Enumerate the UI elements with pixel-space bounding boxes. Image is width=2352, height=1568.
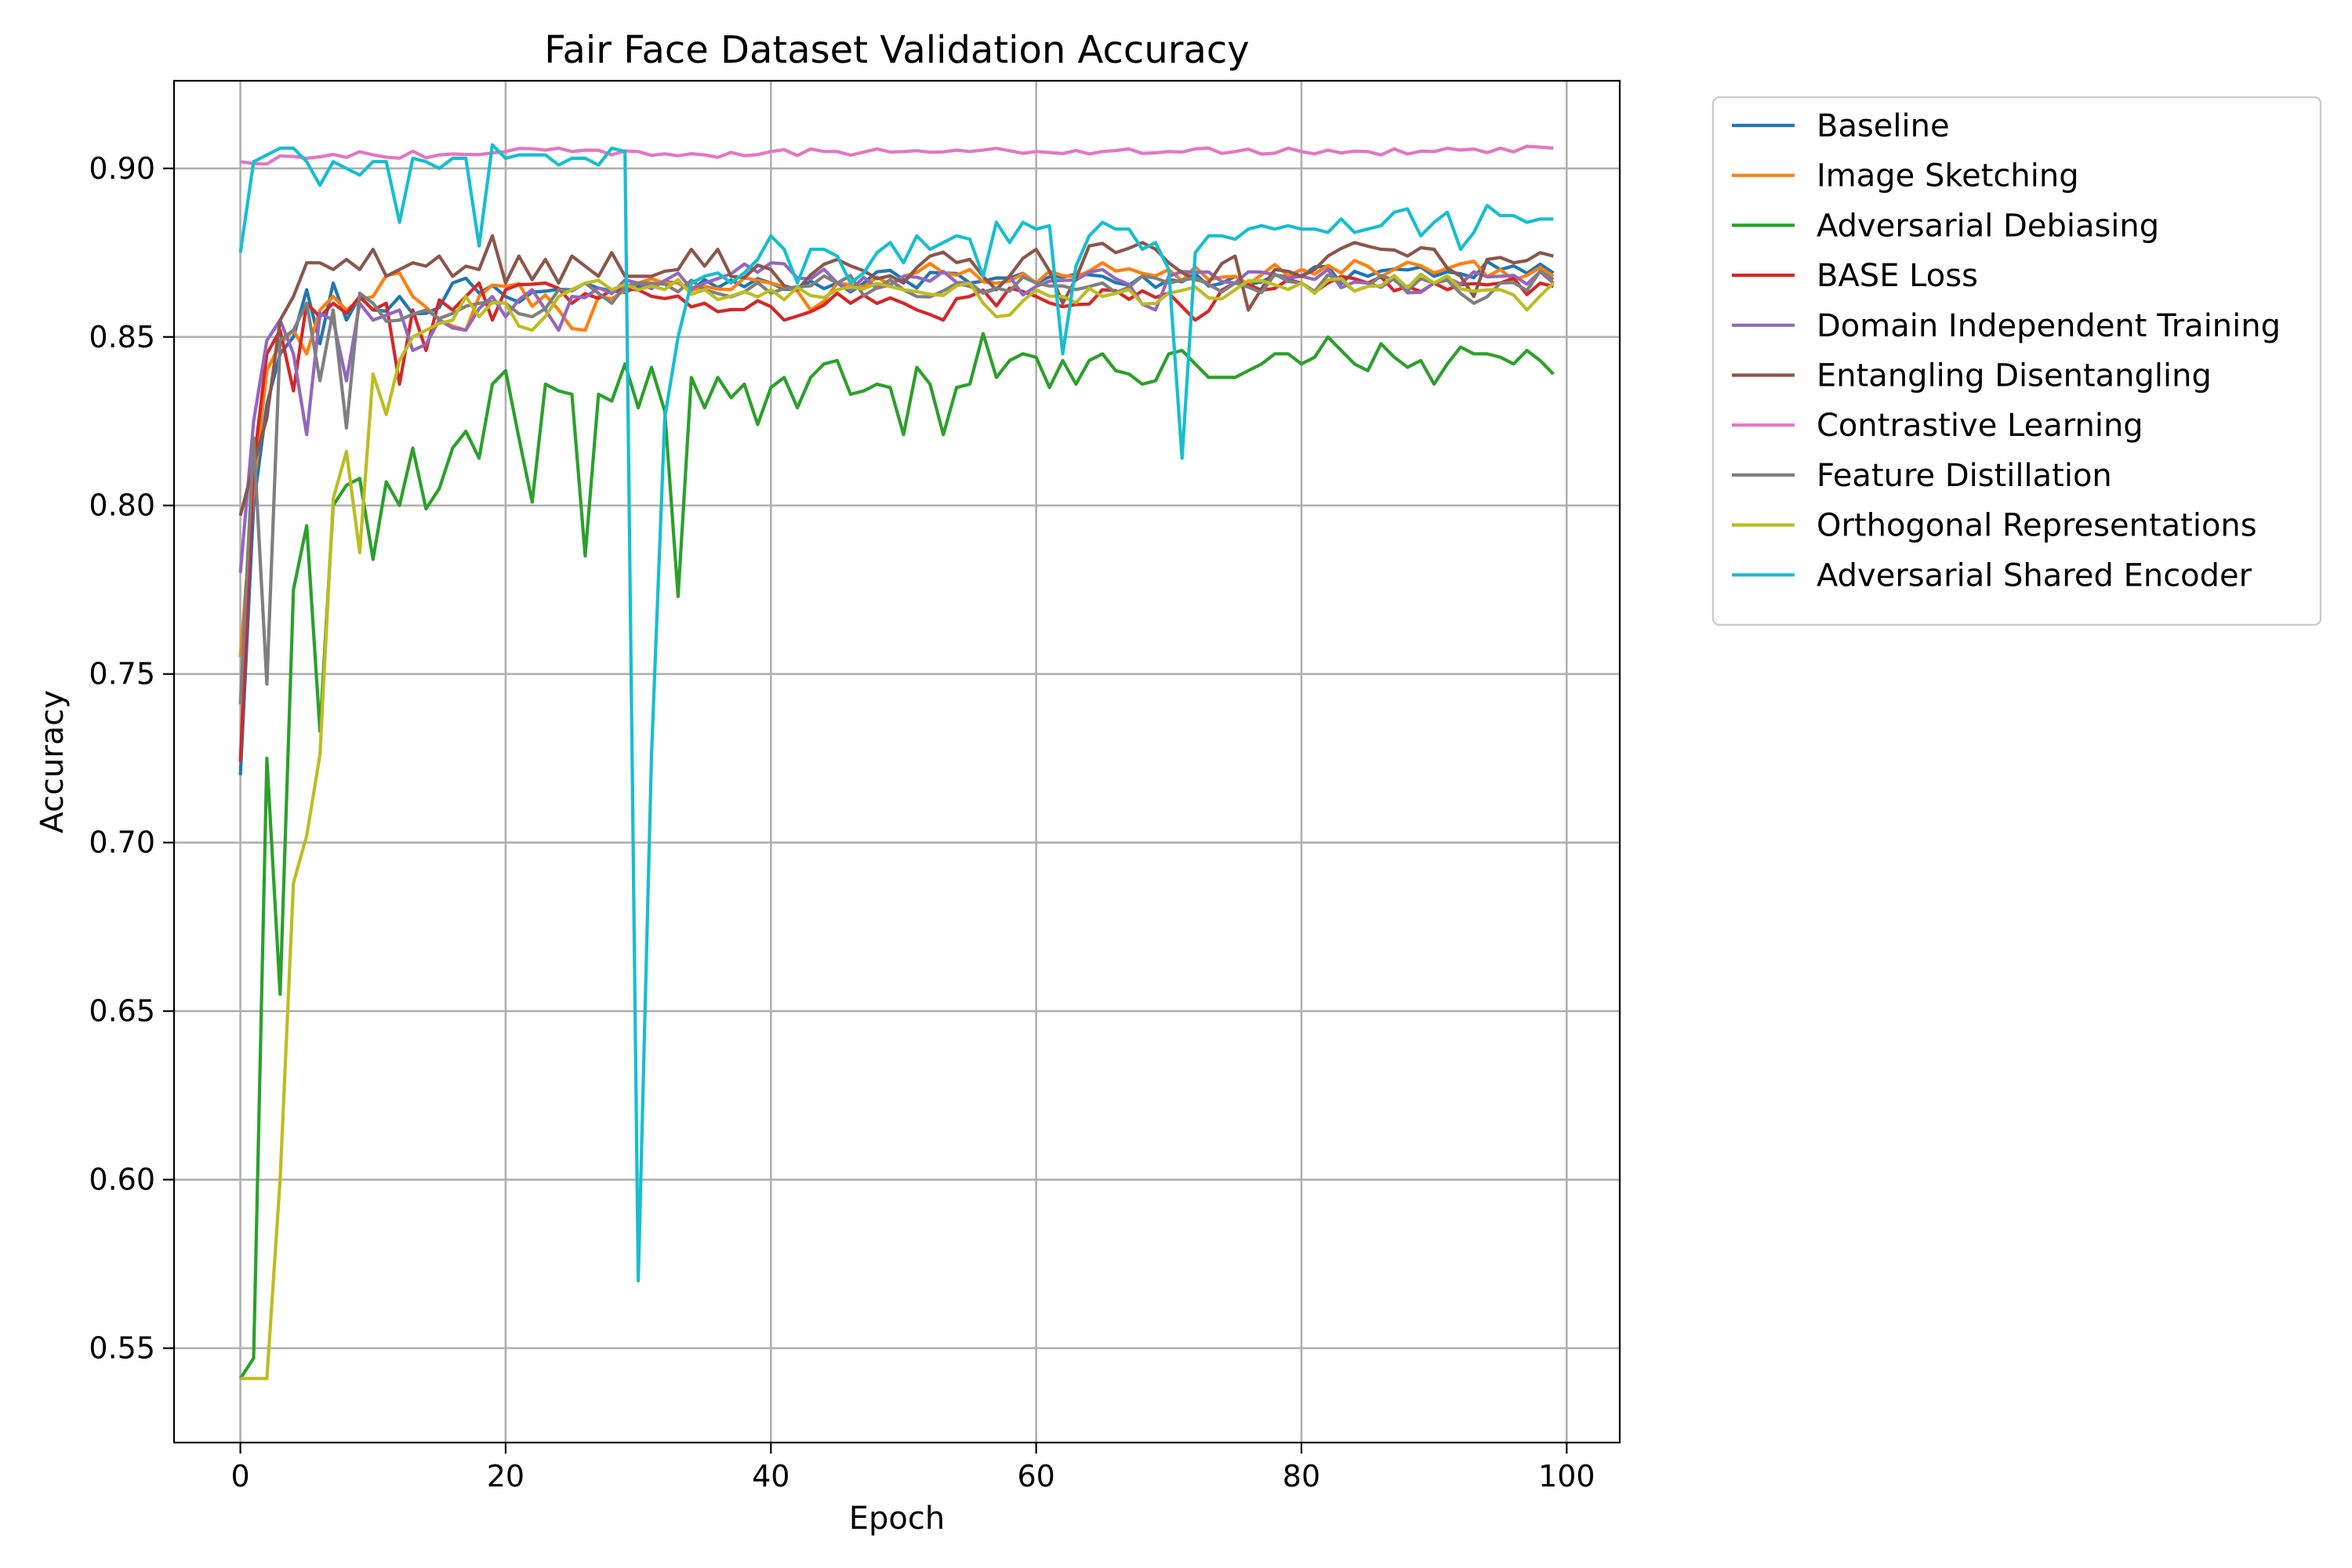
x-tick-label: 60 <box>1017 1459 1054 1494</box>
series-line-8 <box>240 272 1555 1381</box>
legend: Baseline Image Sketching Adversarial Debia… <box>1711 96 2322 626</box>
legend-label: Baseline <box>1817 108 1950 144</box>
y-tick-label: 0.85 <box>89 320 155 354</box>
y-tick-label: 0.55 <box>89 1331 155 1366</box>
series-line-1 <box>238 259 1555 658</box>
chart-title: Fair Face Dataset Validation Accuracy <box>544 28 1249 72</box>
grid-lines <box>174 81 1620 1443</box>
series-line-9 <box>238 143 1554 1283</box>
series-line-6 <box>240 144 1554 166</box>
series-line-3 <box>238 274 1554 762</box>
legend-label: BASE Loss <box>1817 258 1978 294</box>
legend-label: Image Sketching <box>1817 158 2079 194</box>
y-axis-label: Accuracy <box>34 690 71 833</box>
y-tick-label: 0.60 <box>89 1163 155 1197</box>
x-tick-label: 0 <box>230 1459 249 1494</box>
legend-box <box>1711 96 2322 626</box>
x-tick-label: 100 <box>1538 1459 1595 1494</box>
y-tick-label: 0.80 <box>89 488 155 523</box>
legend-label: Contrastive Learning <box>1817 408 2143 444</box>
legend-label: Orthogonal Representations <box>1817 508 2257 544</box>
legend-label: Adversarial Shared Encoder <box>1817 557 2252 593</box>
legend-label: Domain Independent Training <box>1817 308 2281 344</box>
axis-ticks: 0 20 40 60 80 100 0.55 0.60 0.65 0.70 0.75 0.80 0.85… <box>89 151 1595 1494</box>
series-lines <box>238 143 1555 1381</box>
x-axis-label: Epoch <box>849 1501 945 1537</box>
series-line-0 <box>238 260 1555 775</box>
x-tick-label: 40 <box>752 1459 789 1494</box>
y-tick-label: 0.90 <box>89 151 155 186</box>
x-tick-label: 80 <box>1283 1459 1320 1494</box>
plot-frame <box>172 79 1621 1444</box>
y-tick-label: 0.65 <box>89 994 155 1029</box>
series-line-2 <box>238 332 1555 1380</box>
legend-label: Entangling Disentangling <box>1817 358 2212 394</box>
series-line-5 <box>238 234 1554 517</box>
legend-label: Adversarial Debiasing <box>1817 208 2159 244</box>
y-tick-label: 0.70 <box>89 826 155 860</box>
y-tick-label: 0.75 <box>89 657 155 691</box>
legend-label: Feature Distillation <box>1817 458 2112 494</box>
x-tick-label: 20 <box>487 1459 524 1494</box>
